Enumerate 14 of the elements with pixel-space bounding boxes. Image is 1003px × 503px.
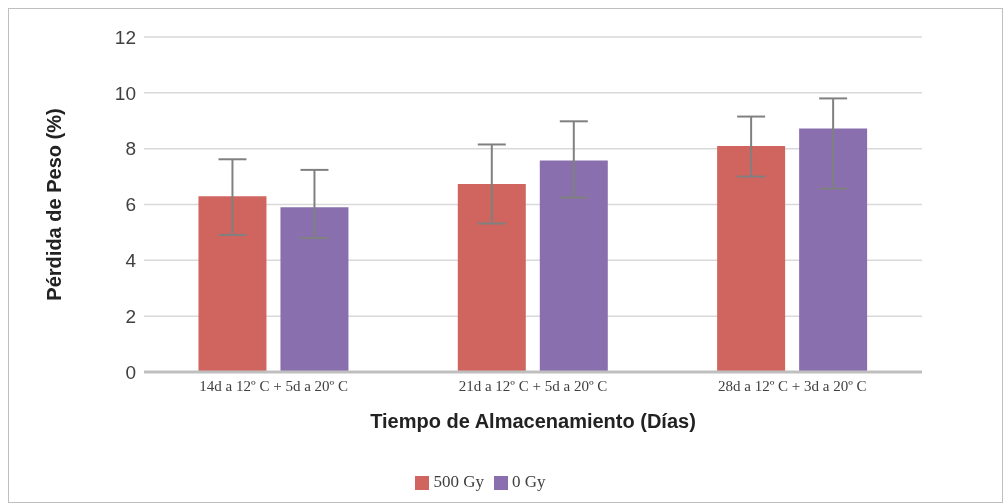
y-tick-label: 12 [114,26,136,48]
y-tick-label: 0 [125,361,136,383]
x-tick-label: 21d a 12º C + 5d a 20º C [458,377,608,394]
y-tick-label: 2 [125,305,136,327]
y-tick-label: 6 [125,194,136,216]
legend-label: 0 Gy [512,472,546,491]
y-axis-title: Pérdida de Peso (%) [43,108,66,301]
y-tick-label: 10 [114,82,136,104]
legend-label: 500 Gy [433,472,484,491]
y-tick-label: 8 [125,138,136,160]
x-tick-label: 14d a 12º C + 5d a 20º C [199,377,348,394]
x-tick-label: 28d a 12º C + 3d a 20º C [718,377,867,394]
x-axis-title: Tiempo de Almacenamiento (Días) [370,410,696,432]
y-tick-label: 4 [125,250,137,272]
